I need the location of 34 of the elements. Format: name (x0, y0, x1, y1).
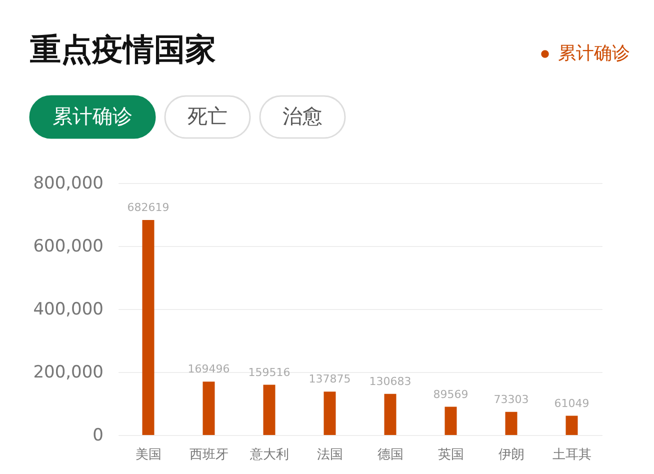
chart-title: 重点疫情国家 (30, 32, 216, 68)
data-label: 169496 (188, 362, 230, 376)
bar (263, 384, 276, 435)
data-label: 159516 (248, 366, 290, 379)
x-tick-label: 伊朗 (498, 446, 524, 462)
x-tick-label: 英国 (438, 448, 464, 462)
text: 死亡 (188, 104, 228, 128)
data-label: 89569 (433, 388, 468, 401)
bar (505, 412, 518, 435)
bar (202, 382, 215, 435)
y-tick-label: 0 (92, 426, 104, 446)
bar (444, 406, 457, 435)
data-label: 137875 (308, 372, 351, 386)
y-tick-label: 800,000 (33, 174, 104, 194)
x-tick-label: 西班牙 (189, 448, 228, 462)
bar (142, 220, 154, 435)
data-label: 682619 (127, 200, 170, 214)
data-label: 61049 (554, 396, 590, 410)
bar (566, 416, 578, 435)
legend-label: 累计确诊 (558, 43, 630, 64)
text: 治愈 (282, 104, 322, 128)
bar (324, 392, 336, 435)
x-tick-label: 德国 (377, 448, 404, 462)
bar (384, 394, 396, 435)
y-tick-label: 200,000 (33, 362, 104, 382)
y-tick-label: 400,000 (33, 300, 104, 320)
x-tick-label: 土耳其 (552, 448, 592, 462)
data-label: 73303 (494, 392, 529, 406)
x-tick-label: 法国 (316, 448, 343, 462)
x-tick-label: 意大利 (248, 448, 289, 462)
data-label: 130683 (369, 374, 412, 388)
x-tick-label: 美国 (135, 446, 162, 462)
text: 累计确诊 (52, 104, 132, 128)
y-tick-label: 600,000 (33, 236, 104, 256)
